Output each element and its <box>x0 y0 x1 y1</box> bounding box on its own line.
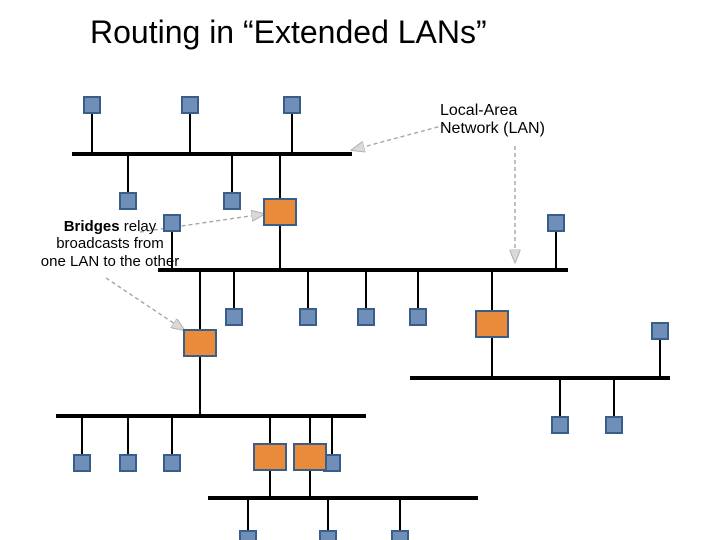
br3 <box>183 329 217 357</box>
bridge-link <box>269 418 271 443</box>
drop-line <box>307 272 309 308</box>
drop-line <box>171 232 173 268</box>
bridge-link <box>309 418 311 443</box>
host-node <box>651 322 669 340</box>
drop-line <box>399 500 401 530</box>
host-node <box>547 214 565 232</box>
drop-line <box>659 340 661 376</box>
bridge-link <box>269 471 271 496</box>
host-node <box>605 416 623 434</box>
bridge-link <box>491 338 493 376</box>
drop-line <box>331 418 333 454</box>
drop-line <box>365 272 367 308</box>
drop-line <box>613 380 615 416</box>
drop-line <box>417 272 419 308</box>
bridge-link <box>309 471 311 496</box>
drop-line <box>231 156 233 192</box>
bridge-link <box>279 156 281 198</box>
drop-line <box>233 272 235 308</box>
drop-line <box>189 114 191 152</box>
host-node <box>73 454 91 472</box>
drop-line <box>91 114 93 152</box>
host-node <box>391 530 409 540</box>
bus4 <box>56 414 366 418</box>
host-node <box>181 96 199 114</box>
br2 <box>475 310 509 338</box>
drop-line <box>81 418 83 454</box>
host-node <box>83 96 101 114</box>
slide-title: Routing in “Extended LANs” <box>90 14 487 51</box>
bus2 <box>158 268 568 272</box>
drop-line <box>559 380 561 416</box>
drop-line <box>127 156 129 192</box>
drop-line <box>291 114 293 152</box>
bridge-link <box>491 272 493 310</box>
host-node <box>551 416 569 434</box>
callout-arrow <box>106 278 184 330</box>
host-node <box>299 308 317 326</box>
drop-line <box>247 500 249 530</box>
host-node <box>409 308 427 326</box>
drop-line <box>555 232 557 268</box>
host-node <box>163 454 181 472</box>
host-node <box>119 454 137 472</box>
host-node <box>239 530 257 540</box>
drop-line <box>327 500 329 530</box>
br1 <box>263 198 297 226</box>
host-node <box>283 96 301 114</box>
host-node <box>163 214 181 232</box>
diagram-stage: { "title": { "text": "Routing in \u201CE… <box>0 0 720 540</box>
drop-line <box>127 418 129 454</box>
host-node <box>357 308 375 326</box>
br5 <box>293 443 327 471</box>
host-node <box>119 192 137 210</box>
callout-arrow <box>352 125 445 150</box>
host-node <box>319 530 337 540</box>
bridge-link <box>199 357 201 414</box>
bus3 <box>410 376 670 380</box>
bridge-link <box>279 226 281 268</box>
host-node <box>223 192 241 210</box>
bus1 <box>72 152 352 156</box>
br4 <box>253 443 287 471</box>
lan-label: Local-AreaNetwork (LAN) <box>440 102 640 139</box>
bridge-link <box>199 272 201 329</box>
drop-line <box>171 418 173 454</box>
host-node <box>225 308 243 326</box>
